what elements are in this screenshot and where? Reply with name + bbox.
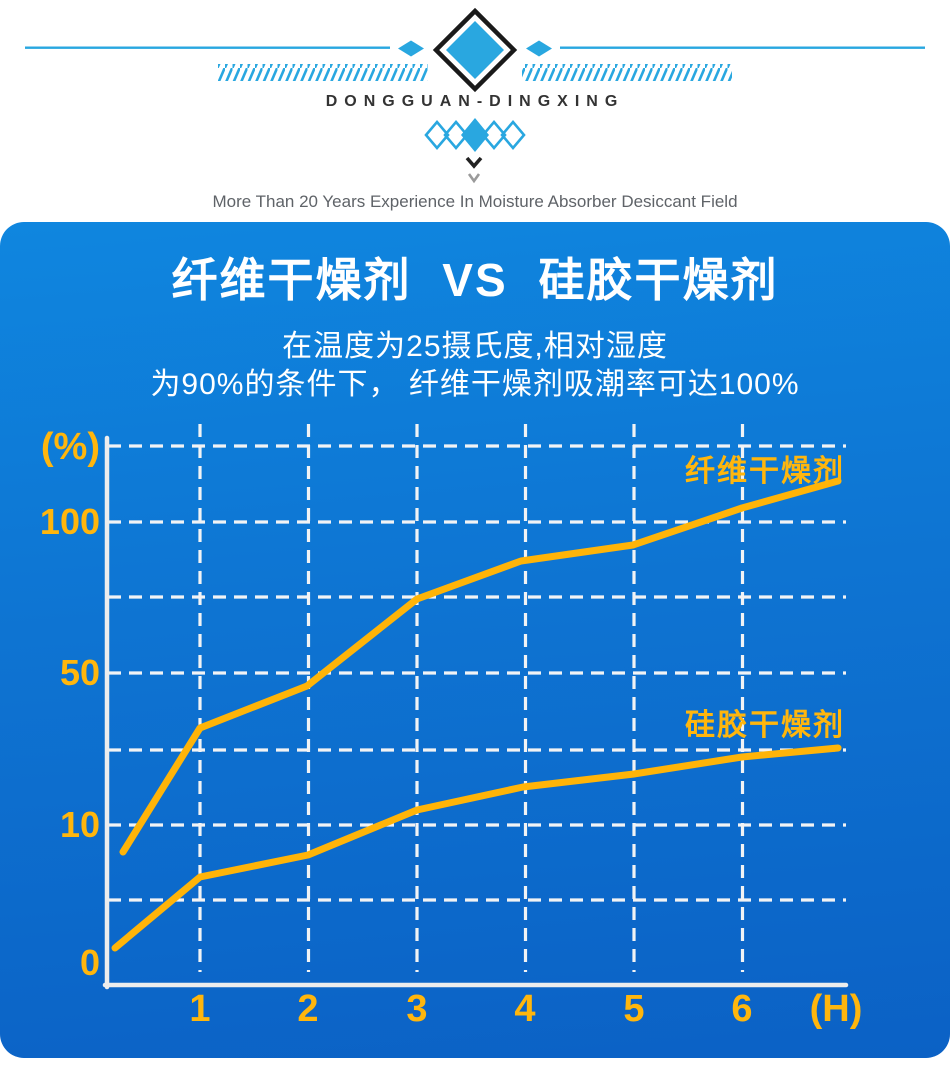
page-title: 纤维干燥剂 VS 硅胶干燥剂	[171, 254, 779, 306]
chevron-down-secondary-icon	[467, 173, 481, 184]
fiber-desiccant-line	[119, 477, 842, 856]
xtick-4: 4	[514, 988, 536, 1030]
brand-name: DONGGUAN-DINGXING	[325, 93, 625, 110]
legend-fiber-desiccant: 纤维干燥剂	[685, 455, 845, 488]
hatch-band-right	[522, 64, 732, 81]
hatch-band-left	[218, 64, 428, 81]
diamond-accent-left-icon	[398, 40, 424, 57]
x-unit-label: (H)	[809, 988, 863, 1030]
subtitle-line-2: 为90%的条件下， 纤维干燥剂吸潮率可达100%	[150, 368, 800, 401]
ytick-0: 0	[79, 942, 100, 983]
xtick-1: 1	[189, 988, 211, 1030]
line-chart	[102, 424, 849, 990]
chevron-down-icon	[465, 156, 483, 169]
xtick-2: 2	[297, 988, 319, 1030]
ytick-50: 50	[59, 652, 100, 693]
divider-line-left	[25, 46, 390, 49]
y-unit-label: (%)	[40, 426, 100, 468]
divider-line-right	[560, 46, 925, 49]
diamond-accent-right-icon	[526, 40, 552, 57]
xtick-6: 6	[731, 988, 753, 1030]
xtick-5: 5	[623, 988, 645, 1030]
ytick-100: 100	[39, 501, 100, 542]
header-tagline: More Than 20 Years Experience In Moistur…	[212, 192, 738, 211]
silica-gel-desiccant-line	[111, 744, 842, 952]
chart-panel	[0, 222, 950, 1058]
horizontal-gridlines	[108, 444, 846, 902]
vertical-gridlines	[198, 424, 745, 972]
brand-diamond-icon	[446, 21, 504, 79]
xtick-3: 3	[406, 988, 428, 1030]
subtitle-line-1: 在温度为25摄氏度,相对湿度	[282, 330, 668, 363]
ytick-10: 10	[59, 804, 100, 845]
diamond-chain-icon	[424, 118, 526, 152]
legend-silica-desiccant: 硅胶干燥剂	[685, 709, 845, 742]
brand-header-decoration	[25, 7, 925, 184]
